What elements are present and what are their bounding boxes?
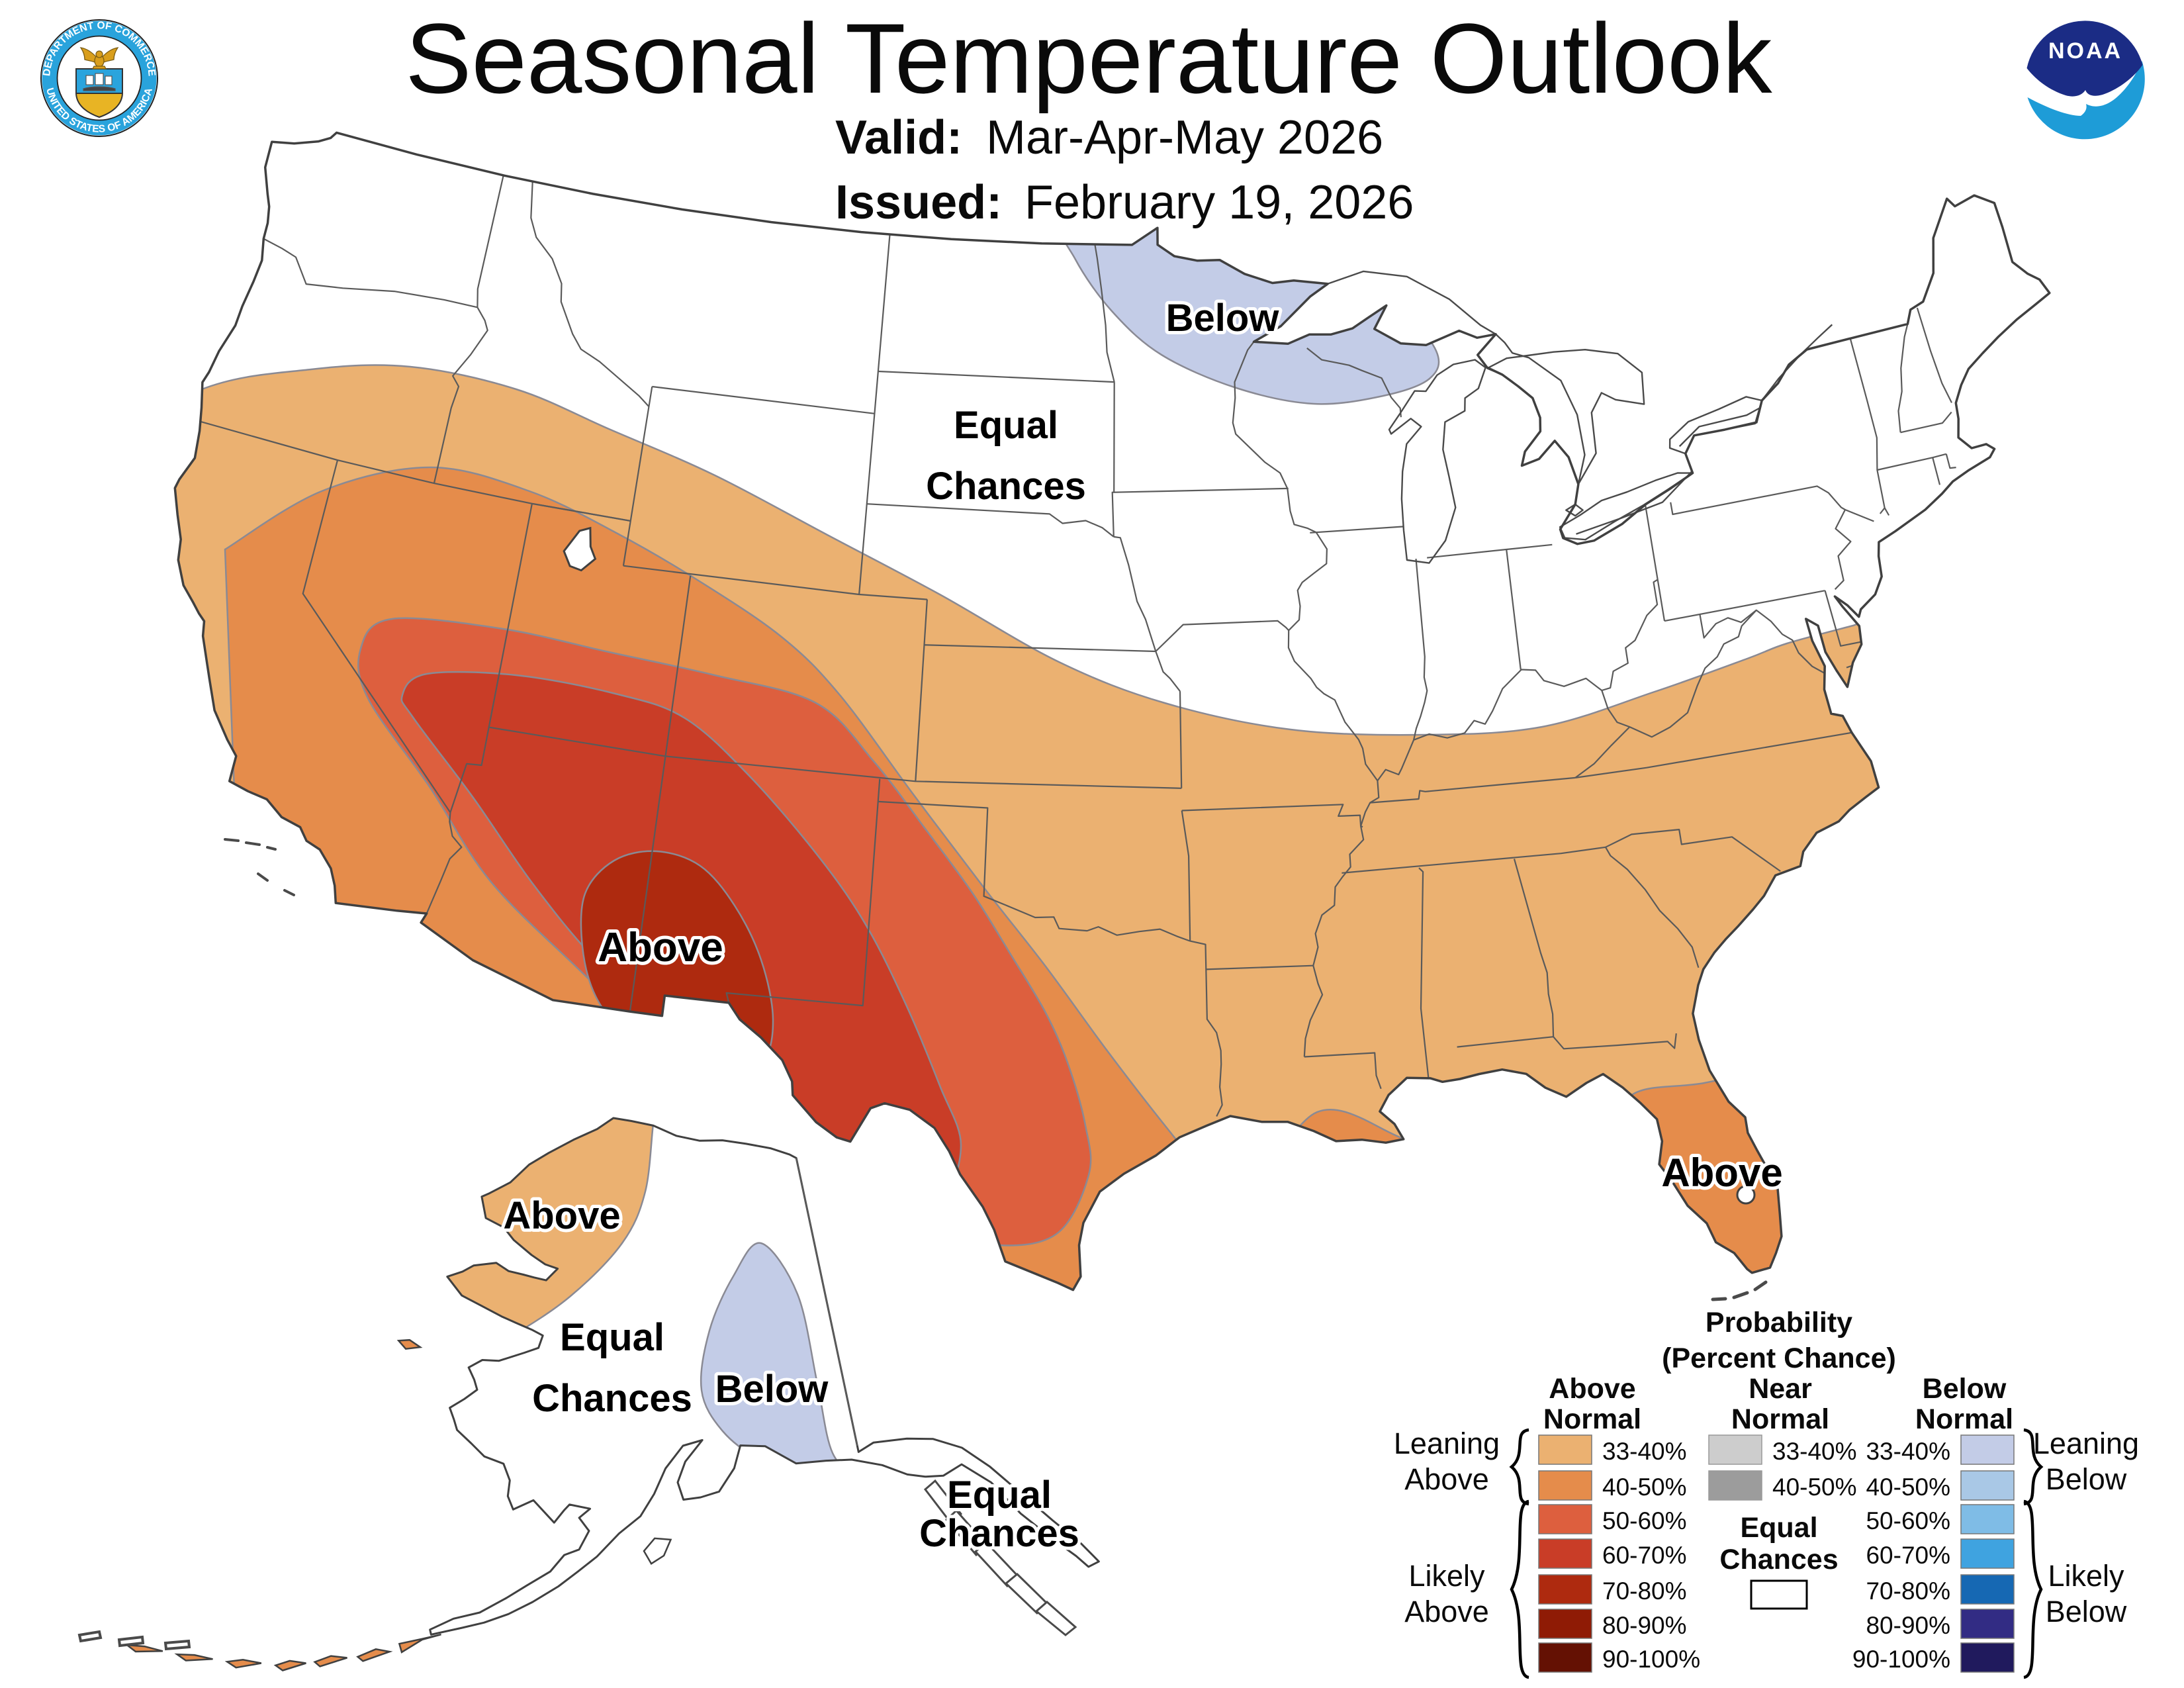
svg-text:Equal: Equal (560, 1316, 664, 1359)
svg-text:(Percent Chance): (Percent Chance) (1662, 1342, 1896, 1374)
svg-text:Above: Above (1404, 1462, 1489, 1496)
svg-text:Mar-Apr-May 2026: Mar-Apr-May 2026 (986, 111, 1383, 164)
svg-text:40-50%: 40-50% (1866, 1474, 1950, 1501)
svg-text:Chances: Chances (919, 1512, 1079, 1555)
svg-text:Likely: Likely (2048, 1559, 2124, 1593)
svg-text:70-80%: 70-80% (1602, 1577, 1687, 1605)
svg-text:Chances: Chances (532, 1377, 692, 1420)
svg-text:80-90%: 80-90% (1602, 1612, 1687, 1639)
svg-text:Above: Above (1404, 1595, 1489, 1628)
svg-text:Chances: Chances (926, 465, 1086, 508)
svg-text:Near: Near (1749, 1373, 1812, 1405)
svg-text:Above: Above (598, 925, 723, 970)
svg-text:50-60%: 50-60% (1602, 1507, 1687, 1534)
svg-text:Equal: Equal (954, 404, 1058, 447)
svg-text:Likely: Likely (1408, 1559, 1485, 1593)
svg-text:Below: Below (1923, 1373, 2007, 1405)
svg-text:70-80%: 70-80% (1866, 1577, 1950, 1605)
svg-text:Below: Below (2046, 1462, 2127, 1496)
svg-text:40-50%: 40-50% (1602, 1474, 1687, 1501)
svg-text:Issued:: Issued: (835, 176, 1002, 229)
svg-text:80-90%: 80-90% (1866, 1612, 1950, 1639)
svg-text:Normal: Normal (1915, 1403, 2013, 1435)
svg-text:50-60%: 50-60% (1866, 1507, 1950, 1534)
svg-text:Above: Above (1661, 1150, 1782, 1195)
svg-text:Equal: Equal (947, 1474, 1052, 1517)
svg-text:90-100%: 90-100% (1602, 1646, 1700, 1673)
svg-text:Equal: Equal (1740, 1512, 1817, 1544)
svg-text:Chances: Chances (1719, 1544, 1838, 1575)
svg-text:33-40%: 33-40% (1866, 1438, 1950, 1465)
svg-text:February 19, 2026: February 19, 2026 (1024, 176, 1414, 229)
svg-text:60-70%: 60-70% (1866, 1542, 1950, 1569)
svg-text:60-70%: 60-70% (1602, 1542, 1687, 1569)
svg-text:Leaning: Leaning (2033, 1427, 2139, 1460)
svg-text:Below: Below (715, 1368, 829, 1411)
svg-text:Leaning: Leaning (1394, 1427, 1500, 1460)
svg-text:Normal: Normal (1731, 1403, 1829, 1435)
svg-text:Below: Below (1166, 297, 1280, 340)
svg-text:Seasonal Temperature Outlook: Seasonal Temperature Outlook (405, 3, 1772, 114)
svg-text:Valid:: Valid: (835, 111, 962, 164)
svg-text:Normal: Normal (1543, 1403, 1641, 1435)
svg-text:33-40%: 33-40% (1772, 1438, 1857, 1465)
svg-text:NOAA: NOAA (2048, 38, 2122, 64)
svg-text:40-50%: 40-50% (1772, 1474, 1857, 1501)
svg-text:Below: Below (2046, 1595, 2127, 1628)
svg-text:Above: Above (1549, 1373, 1635, 1405)
svg-text:Probability: Probability (1706, 1307, 1852, 1338)
svg-text:33-40%: 33-40% (1602, 1438, 1687, 1465)
svg-text:90-100%: 90-100% (1852, 1646, 1950, 1673)
svg-text:Above: Above (503, 1194, 620, 1237)
